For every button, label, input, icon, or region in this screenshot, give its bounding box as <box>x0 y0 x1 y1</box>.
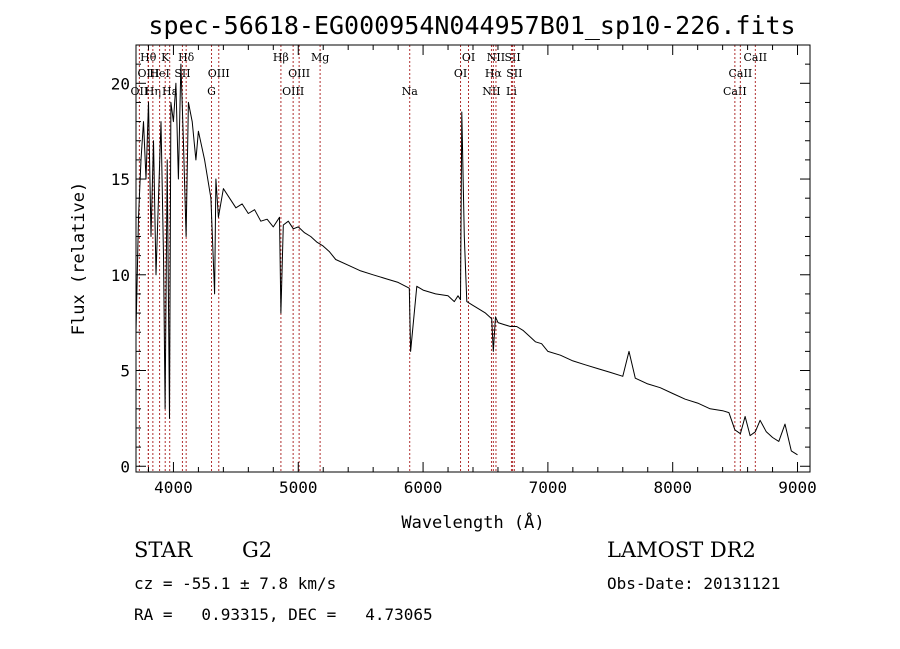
spectral-line-markers: OIIHθOIIIHηHeIKHεSIIHδGOIIIHβOIIIOIIIMgN… <box>131 45 767 472</box>
line-label-2: OIII <box>137 67 159 80</box>
x-tick-label-3: 7000 <box>529 478 568 497</box>
line-label-21: Li <box>506 85 517 98</box>
line-label-4: HeI <box>149 67 169 80</box>
y-tick-label-1: 5 <box>120 362 130 381</box>
x-tick-label-2: 6000 <box>404 478 443 497</box>
line-label-14: Mg <box>311 51 329 64</box>
y-tick-label-4: 20 <box>111 74 130 93</box>
x-tick-label-5: 9000 <box>778 478 817 497</box>
y-axis-label: Flux (relative) <box>69 182 89 336</box>
y-tick-label-3: 15 <box>111 170 130 189</box>
chart-title: spec-56618-EG000954N044957B01_sp10-226.f… <box>148 11 795 40</box>
line-label-9: G <box>207 85 216 98</box>
spectrum-line-0 <box>135 63 798 456</box>
line-label-15: Na <box>402 85 419 98</box>
line-label-13: OIII <box>288 67 310 80</box>
y-tick-label-2: 10 <box>111 266 130 285</box>
line-label-18: NII <box>482 85 500 98</box>
observation-date: Obs-Date: 20131121 <box>607 574 781 593</box>
y-tick-label-0: 0 <box>120 457 130 476</box>
line-label-17: OI <box>462 51 475 64</box>
x-axis-label: Wavelength (Å) <box>401 511 544 533</box>
line-label-11: Hβ <box>273 51 289 64</box>
redshift-value: cz = -55.1 ± 7.8 km/s <box>134 574 337 593</box>
line-label-8: Hδ <box>178 51 195 64</box>
line-label-23: SII <box>506 67 522 80</box>
line-label-10: OIII <box>208 67 230 80</box>
survey-name: LAMOST DR2 <box>607 538 756 562</box>
line-label-19: Hα <box>485 67 503 80</box>
x-tick-label-0: 4000 <box>154 478 193 497</box>
line-label-22: SII <box>504 51 520 64</box>
x-tick-label-4: 8000 <box>653 478 692 497</box>
line-label-25: CaII <box>729 67 753 80</box>
coordinates: RA = 0.93315, DEC = 4.73065 <box>134 605 433 624</box>
line-label-5: K <box>161 51 170 64</box>
object-subclass: G2 <box>242 538 273 562</box>
line-label-20: NII <box>487 51 505 64</box>
line-label-7: SII <box>174 67 190 80</box>
axes: 4000 5000 6000 7000 8000 9000 0 5 10 15 20 <box>111 45 817 497</box>
line-label-3: Hη <box>145 85 161 98</box>
line-label-26: CaII <box>743 51 767 64</box>
object-class: STAR <box>134 538 193 562</box>
x-tick-label-1: 5000 <box>279 478 318 497</box>
line-label-16: OI <box>454 67 467 80</box>
line-label-0: OII <box>131 85 149 98</box>
line-label-6: Hε <box>162 85 178 98</box>
line-label-24: CaII <box>723 85 747 98</box>
spectrum-series <box>135 63 798 456</box>
line-label-12: OIII <box>282 85 304 98</box>
